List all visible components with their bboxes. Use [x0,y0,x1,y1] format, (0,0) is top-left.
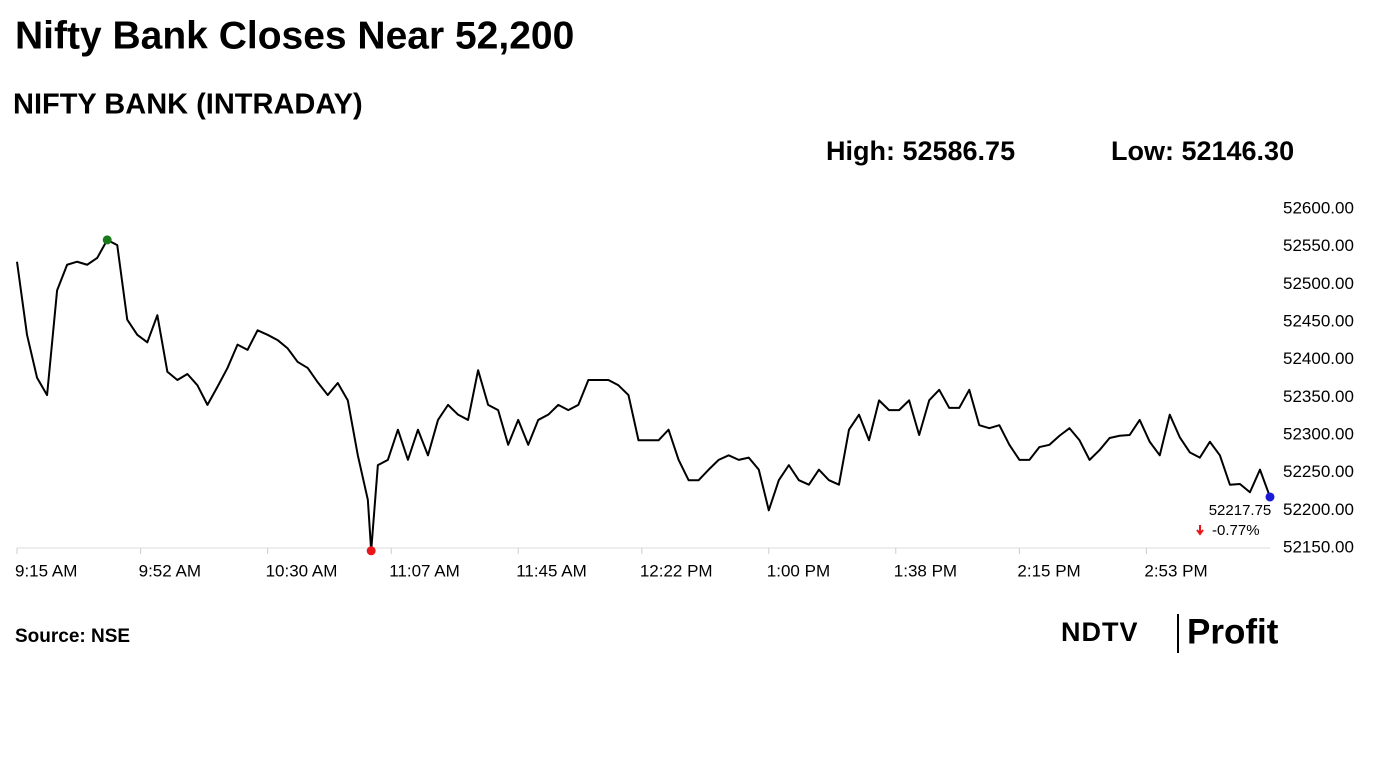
marker-point [102,235,112,245]
y-tick-label: 52150.00 [1283,537,1354,556]
y-tick-label: 52200.00 [1283,500,1354,519]
x-tick-label: 11:07 AM [389,561,460,580]
x-tick-label: 9:15 AM [15,561,77,580]
y-tick-label: 52350.00 [1283,387,1354,406]
change-arrow [1196,524,1204,536]
x-tick-label: 1:38 PM [894,561,957,580]
y-tick-label: 52500.00 [1283,274,1354,293]
x-tick-label: 10:30 AM [266,561,338,580]
y-tick-label: 52300.00 [1283,424,1354,443]
x-tick-label: 2:53 PM [1144,561,1207,580]
y-tick-label: 52400.00 [1283,349,1354,368]
marker-point [366,546,376,556]
x-tick-label: 1:00 PM [767,561,830,580]
y-tick-label: 52550.00 [1283,236,1354,255]
brand-right: Profit [1187,612,1279,651]
y-tick-label: 52250.00 [1283,462,1354,481]
source: Source: NSE [15,626,130,647]
y-tick-label: 52600.00 [1283,198,1354,217]
marker-point [1265,492,1275,502]
x-tick-label: 11:45 AM [516,561,587,580]
high-label: High: 52586.75 [826,136,1015,166]
y-tick-label: 52450.00 [1283,311,1354,330]
price-line [16,238,1271,552]
x-tick-label: 12:22 PM [640,561,713,580]
chart-subtitle: NIFTY BANK (INTRADAY) [13,89,363,121]
x-tick-label: 2:15 PM [1017,561,1080,580]
brand-left: NDTV [1061,617,1139,647]
low-label: Low: 52146.30 [1111,136,1294,166]
x-tick-label: 9:52 AM [139,561,201,580]
chart-title: Nifty Bank Closes Near 52,200 [15,14,574,57]
change-label: -0.77% [1212,522,1260,539]
last-value-label: 52217.75 [1209,502,1272,519]
